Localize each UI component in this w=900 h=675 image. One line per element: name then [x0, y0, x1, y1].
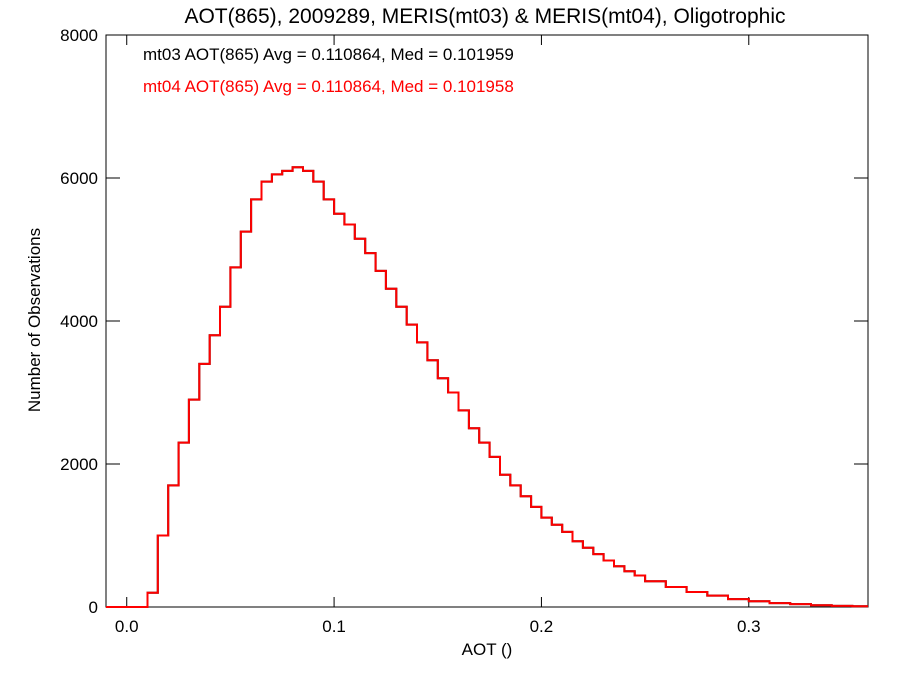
- axis-ticks: 0.0 0.1 0.2 0.3 0 2000 4000 6000 8000: [60, 26, 868, 636]
- annotation-mt04: mt04 AOT(865) Avg = 0.110864, Med = 0.10…: [143, 77, 514, 96]
- x-axis-label: AOT (): [462, 640, 513, 659]
- y-axis-label: Number of Observations: [25, 228, 44, 412]
- histogram-series-line-1: [106, 166, 868, 608]
- y-tick-label: 4000: [60, 312, 98, 331]
- y-tick-label: 0: [89, 598, 98, 617]
- x-tick-label: 0.0: [115, 617, 139, 636]
- chart-title: AOT(865), 2009289, MERIS(mt03) & MERIS(m…: [184, 5, 785, 28]
- series-layer: [106, 166, 868, 608]
- annotation-mt03: mt03 AOT(865) Avg = 0.110864, Med = 0.10…: [143, 45, 514, 64]
- x-tick-label: 0.3: [737, 617, 761, 636]
- histogram-series-line-0: [106, 166, 868, 608]
- x-tick-label: 0.1: [322, 617, 346, 636]
- x-tick-label: 0.2: [530, 617, 554, 636]
- y-tick-label: 6000: [60, 169, 98, 188]
- y-tick-label: 8000: [60, 26, 98, 45]
- y-tick-label: 2000: [60, 455, 98, 474]
